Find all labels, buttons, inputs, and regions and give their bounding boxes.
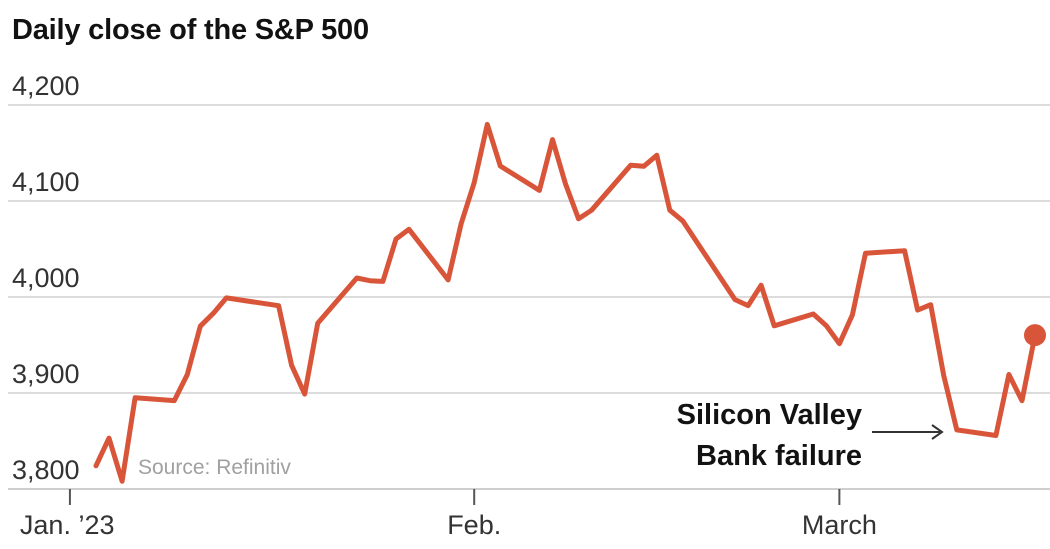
y-tick-label: 3,900 bbox=[12, 359, 80, 389]
annotation-line-2: Bank failure bbox=[696, 440, 862, 472]
annotation-line-1: Silicon Valley bbox=[677, 399, 862, 431]
series-line bbox=[93, 121, 1038, 484]
x-tick-label: Feb. bbox=[447, 510, 501, 540]
series-line-group bbox=[93, 121, 1046, 484]
x-tick-label: March bbox=[802, 510, 877, 540]
last-value-point bbox=[1024, 324, 1046, 347]
y-tick-label: 4,100 bbox=[12, 167, 80, 197]
y-tick-label: 4,000 bbox=[12, 263, 80, 293]
y-axis-ticks: 3,800 3,900 4,000 4,100 4,200 bbox=[12, 71, 80, 485]
y-tick-label: 3,800 bbox=[12, 455, 80, 485]
annotation-silicon-valley-bank: Silicon Valley Bank failure bbox=[677, 399, 944, 472]
chart-title: Daily close of the S&P 500 bbox=[12, 14, 369, 46]
gridlines bbox=[8, 104, 1050, 490]
y-tick-label: 4,200 bbox=[12, 71, 80, 101]
annotation-arrow-head bbox=[931, 424, 944, 440]
x-axis-ticks: Jan. ’23 Feb. March bbox=[20, 489, 877, 540]
x-tick-label: Jan. ’23 bbox=[20, 510, 115, 540]
source-note: Source: Refinitiv bbox=[138, 456, 291, 479]
